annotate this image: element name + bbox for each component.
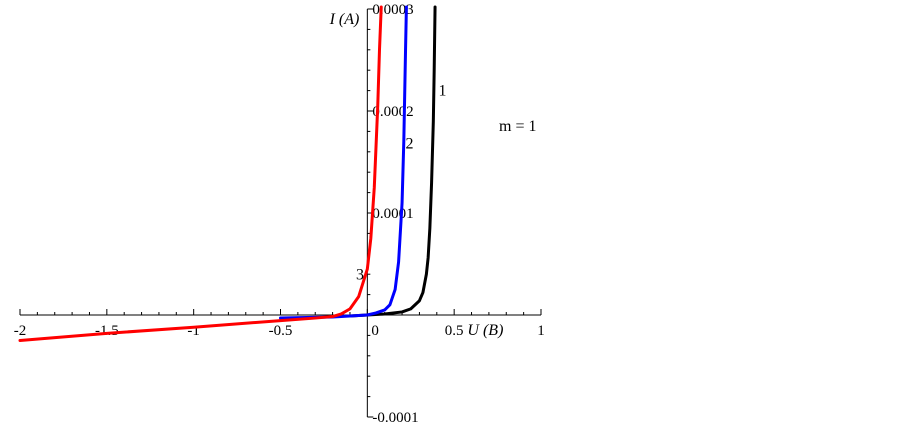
- series-layer: [18, 5, 437, 342]
- x-axis-label: U (B): [467, 322, 503, 339]
- curve-label-2: 2: [406, 136, 414, 153]
- x-tick-label: 0.5: [445, 323, 464, 339]
- y-tick-label: -0.0001: [372, 410, 418, 426]
- x-tick-label: 0: [371, 323, 379, 339]
- curve-label-1: 1: [439, 83, 447, 100]
- y-axis-label: I (A): [329, 11, 360, 28]
- x-tick-label: -0.5: [269, 323, 293, 339]
- x-tick-label: 1: [537, 323, 545, 339]
- ticks: -2 -1.5 -1 -0.5 0 0.5 1-0.00010.00010.00020.00…: [14, 2, 545, 426]
- y-tick-label: 0.0001: [372, 206, 413, 222]
- labels-layer: 1 2 3: [356, 83, 446, 284]
- m-annotation: m = 1: [499, 118, 536, 135]
- x-tick-label: -2: [14, 323, 27, 339]
- x-tick-label: -1.5: [95, 323, 119, 339]
- series-line-3: [18, 5, 383, 342]
- curve-label-3: 3: [356, 266, 364, 283]
- series-line-2: [279, 5, 408, 320]
- x-tick-label: -1: [187, 323, 200, 339]
- series-line-1: [348, 5, 437, 318]
- y-tick-label: 0.0003: [372, 2, 413, 18]
- axes: [20, 9, 541, 417]
